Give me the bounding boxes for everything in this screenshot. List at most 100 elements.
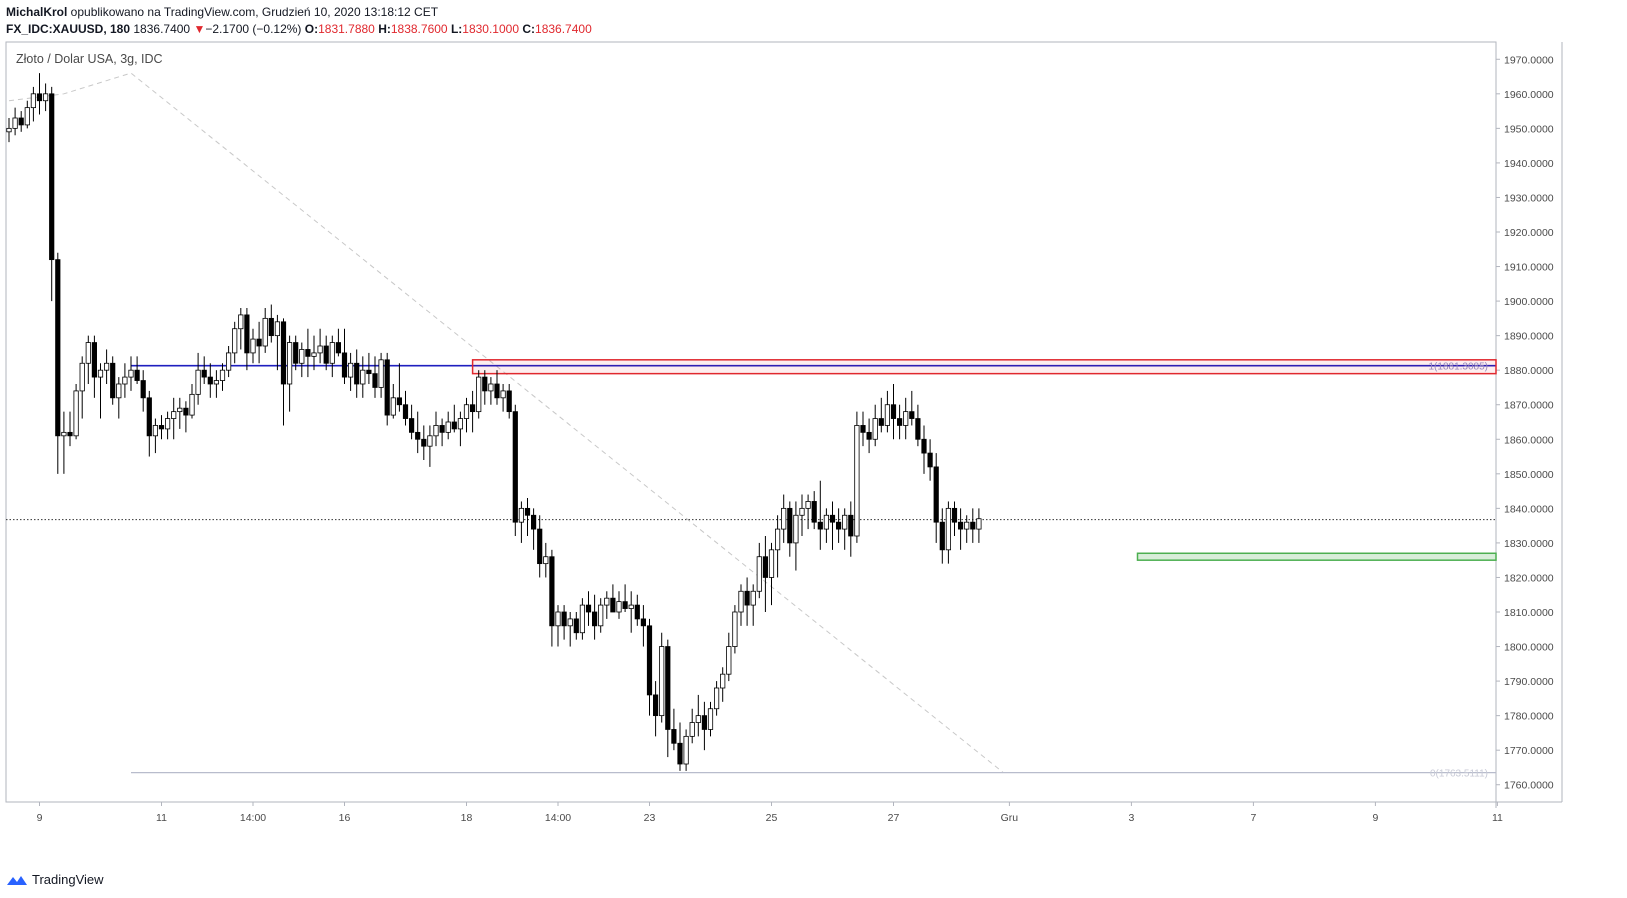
low-label: L:: [450, 22, 463, 36]
candle-body: [744, 590, 750, 606]
y-tick-label: 1780.0000: [1504, 711, 1554, 723]
x-tick-label: 25: [766, 812, 778, 824]
candle-body: [256, 338, 262, 347]
y-tick-label: 1860.0000: [1504, 434, 1554, 446]
candle-body: [939, 521, 945, 551]
x-tick-label: 11: [1492, 812, 1503, 824]
candle-body: [317, 345, 323, 354]
candle-body: [518, 507, 525, 523]
candle-body: [555, 611, 561, 627]
candle-body: [921, 438, 927, 454]
candle-body: [305, 349, 311, 357]
candle-body: [622, 601, 628, 609]
candle-body: [616, 601, 622, 613]
candle-body: [775, 528, 781, 551]
candle-body: [311, 352, 317, 357]
candle-body: [573, 618, 579, 634]
candle-body: [805, 501, 811, 509]
author-name[interactable]: MichalKrol: [6, 5, 68, 19]
candle-body: [146, 397, 152, 437]
support-zone: [1136, 552, 1497, 561]
y-tick-label: 1910.0000: [1504, 262, 1554, 274]
y-tick-label: 1760.0000: [1504, 780, 1554, 792]
candle-body: [598, 604, 604, 627]
y-tick-label: 1830.0000: [1504, 538, 1554, 550]
candle-body: [262, 317, 268, 347]
candle-body: [189, 393, 195, 416]
candle-body: [61, 431, 67, 437]
x-tick-label: 11: [156, 812, 167, 824]
candle-body: [140, 380, 146, 399]
y-tick-label: 1840.0000: [1504, 503, 1554, 515]
candle-body: [402, 404, 409, 419]
candle-body: [567, 618, 573, 627]
candle-body: [433, 425, 439, 437]
candle-body: [457, 418, 464, 430]
candle-body: [30, 93, 37, 109]
candle-body: [299, 349, 305, 364]
candle-body: [128, 369, 134, 378]
candle-body: [24, 107, 30, 126]
candle-body: [909, 411, 915, 419]
candle-body: [653, 694, 659, 717]
candle-body: [878, 418, 884, 426]
candle-body: [646, 625, 653, 696]
y-tick-label: 1850.0000: [1504, 469, 1554, 481]
candle-body: [903, 411, 909, 426]
candle-body: [152, 425, 158, 437]
candle-body: [347, 362, 354, 378]
candle-body: [85, 342, 91, 364]
candle-body: [451, 421, 457, 430]
candle-body: [177, 407, 183, 413]
candle-body: [768, 549, 775, 578]
x-tick-label: 14:00: [240, 812, 266, 824]
candle-body: [421, 438, 427, 447]
candle-body: [408, 418, 415, 433]
candle-body: [890, 404, 897, 419]
candle-body: [43, 93, 49, 102]
candle-body: [628, 604, 634, 609]
candle-body: [469, 404, 476, 413]
candle-body: [91, 342, 97, 378]
candle-body: [793, 514, 799, 544]
x-tick-label: Gru: [1001, 812, 1019, 824]
candle-body: [494, 383, 500, 399]
candle-body: [274, 321, 281, 337]
candle-body: [164, 418, 171, 430]
candle-body: [341, 352, 348, 378]
candle-body: [524, 507, 531, 516]
candle-body: [12, 117, 18, 129]
candle-body: [463, 404, 470, 419]
candle-body: [634, 604, 640, 620]
candle-body: [488, 383, 494, 392]
candle-body: [225, 352, 232, 371]
candle-body: [219, 369, 226, 381]
symbol-label: FX_IDC:XAUUSD, 180: [6, 22, 131, 36]
x-tick-label: 18: [461, 812, 473, 824]
candle-body: [549, 556, 555, 627]
candle-body: [671, 729, 677, 744]
candle-body: [268, 317, 274, 337]
candle-body: [329, 342, 335, 364]
candle-body: [927, 452, 933, 468]
candle-body: [689, 722, 695, 737]
y-tick-label: 1790.0000: [1504, 676, 1554, 688]
candle-body: [354, 362, 360, 385]
candle-body: [585, 604, 592, 613]
candle-body: [537, 528, 543, 565]
x-tick-label: 3: [1128, 812, 1134, 824]
candle-body: [781, 507, 787, 530]
candle-body: [158, 425, 165, 430]
candle-body: [134, 369, 140, 381]
candle-body: [665, 646, 671, 730]
candle-body: [970, 521, 976, 530]
candle-body: [445, 421, 451, 433]
candle-body: [482, 376, 488, 392]
y-tick-label: 1930.0000: [1504, 192, 1554, 204]
tradingview-footer[interactable]: TradingView: [6, 872, 104, 887]
y-tick-label: 1880.0000: [1504, 365, 1554, 377]
x-tick-label: 23: [644, 812, 656, 824]
candle-body: [933, 466, 939, 523]
candle-body: [756, 556, 762, 592]
